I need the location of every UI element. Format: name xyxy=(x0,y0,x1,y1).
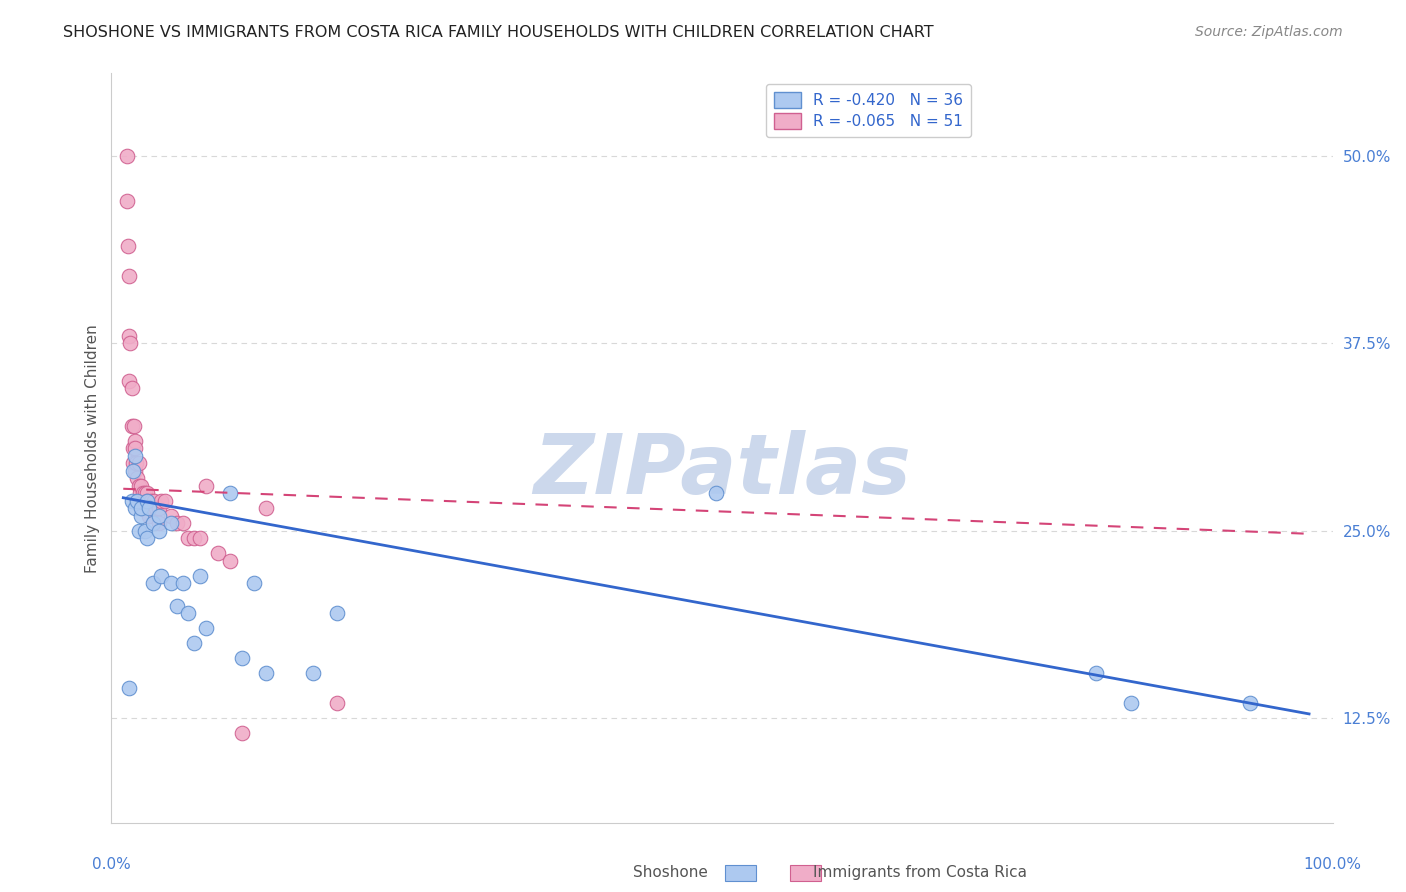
Point xyxy=(159,516,181,531)
Point xyxy=(302,666,325,681)
Point xyxy=(118,268,141,283)
Point xyxy=(148,508,170,523)
Point xyxy=(128,486,150,500)
Text: SHOSHONE VS IMMIGRANTS FROM COSTA RICA FAMILY HOUSEHOLDS WITH CHILDREN CORRELATI: SHOSHONE VS IMMIGRANTS FROM COSTA RICA F… xyxy=(63,25,934,40)
Point xyxy=(1121,697,1143,711)
Point xyxy=(231,726,253,740)
Point xyxy=(153,493,176,508)
Point xyxy=(118,328,141,343)
Point xyxy=(121,381,143,395)
Point xyxy=(129,501,152,516)
Point xyxy=(254,501,277,516)
Point xyxy=(195,479,218,493)
Point xyxy=(121,493,143,508)
Point xyxy=(143,493,166,508)
Point xyxy=(159,576,181,591)
Point xyxy=(177,531,200,545)
Point xyxy=(139,493,162,508)
Point xyxy=(219,554,242,568)
Point xyxy=(118,681,141,696)
Point xyxy=(115,148,138,162)
Point xyxy=(117,238,139,252)
Point xyxy=(121,418,143,433)
Point xyxy=(148,524,170,538)
Point xyxy=(122,418,145,433)
Point xyxy=(128,479,150,493)
Point xyxy=(325,697,347,711)
Point xyxy=(704,486,727,500)
Text: 0.0%: 0.0% xyxy=(91,857,131,872)
Point xyxy=(148,501,170,516)
Point xyxy=(134,524,156,538)
Point xyxy=(124,449,146,463)
Point xyxy=(128,524,150,538)
Point xyxy=(145,501,167,516)
Text: Shoshone: Shoshone xyxy=(633,865,709,880)
Point xyxy=(121,464,143,478)
Point xyxy=(124,434,146,448)
Point xyxy=(136,493,159,508)
Text: Immigrants from Costa Rica: Immigrants from Costa Rica xyxy=(814,865,1028,880)
Point xyxy=(172,516,194,531)
Point xyxy=(121,441,143,455)
Point xyxy=(183,531,205,545)
Point xyxy=(121,456,143,470)
Point xyxy=(124,441,146,455)
Point xyxy=(129,508,152,523)
Point xyxy=(129,479,152,493)
Point xyxy=(125,456,148,470)
Point xyxy=(128,456,150,470)
Point xyxy=(166,599,188,613)
Text: 100.0%: 100.0% xyxy=(1303,857,1362,872)
Point xyxy=(148,516,170,531)
Point xyxy=(142,576,165,591)
Point xyxy=(188,569,211,583)
Point xyxy=(127,493,149,508)
Point xyxy=(135,501,157,516)
Point xyxy=(1084,666,1107,681)
Point xyxy=(124,501,146,516)
Point xyxy=(150,569,173,583)
Point xyxy=(136,486,159,500)
Point xyxy=(325,607,347,621)
Point xyxy=(136,493,159,508)
Point xyxy=(231,651,253,665)
Legend: R = -0.420   N = 36, R = -0.065   N = 51: R = -0.420 N = 36, R = -0.065 N = 51 xyxy=(766,85,972,137)
Text: Source: ZipAtlas.com: Source: ZipAtlas.com xyxy=(1195,25,1343,39)
Point xyxy=(177,607,200,621)
Point xyxy=(120,336,142,351)
Point xyxy=(131,501,153,516)
Point xyxy=(138,501,160,516)
Point xyxy=(1239,697,1261,711)
Text: ZIPatlas: ZIPatlas xyxy=(533,430,911,511)
Point xyxy=(207,546,229,560)
Point xyxy=(127,471,149,485)
Point xyxy=(132,486,155,500)
Point xyxy=(138,508,160,523)
Point xyxy=(166,516,188,531)
Point xyxy=(136,531,159,545)
Point xyxy=(159,508,181,523)
Point xyxy=(242,576,264,591)
Point xyxy=(124,464,146,478)
Point xyxy=(134,486,156,500)
Point xyxy=(127,493,149,508)
Point xyxy=(254,666,277,681)
Point xyxy=(219,486,242,500)
Point xyxy=(188,531,211,545)
Point xyxy=(118,374,141,388)
Point xyxy=(115,194,138,208)
Point xyxy=(142,501,165,516)
Point xyxy=(195,621,218,635)
Point xyxy=(142,516,165,531)
Point xyxy=(172,576,194,591)
Point xyxy=(129,501,152,516)
Point xyxy=(136,501,159,516)
Point xyxy=(150,493,173,508)
Y-axis label: Family Households with Children: Family Households with Children xyxy=(86,324,100,573)
Point xyxy=(183,636,205,650)
